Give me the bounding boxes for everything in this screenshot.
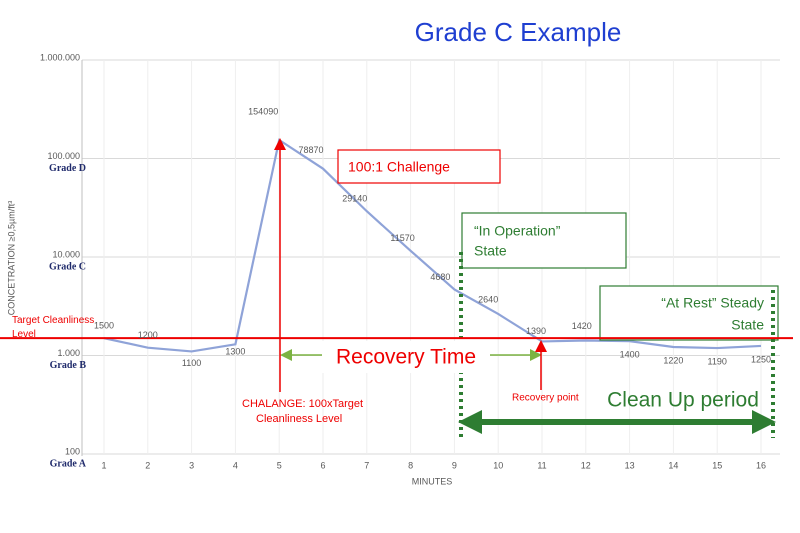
x-tick-label: 8 bbox=[408, 460, 413, 470]
recovery-point-label: Recovery point bbox=[512, 393, 579, 404]
target-label: Target Cleanliness bbox=[12, 315, 94, 326]
x-axis-title: MINUTES bbox=[412, 476, 453, 486]
rest-box bbox=[599, 285, 779, 341]
grade-label: Grade A bbox=[50, 458, 87, 469]
x-tick-label: 6 bbox=[320, 460, 325, 470]
chart-title: Grade C Example bbox=[415, 17, 622, 47]
x-tick-label: 16 bbox=[756, 460, 766, 470]
data-label: 4680 bbox=[430, 272, 450, 282]
y-tick-label: 1.000.000 bbox=[40, 52, 80, 62]
data-label: 1250 bbox=[751, 354, 771, 364]
data-label: 1500 bbox=[94, 321, 114, 331]
data-label: 1190 bbox=[708, 356, 727, 366]
operation-box bbox=[461, 212, 627, 269]
y-axis-title: CONCETRATION ≥0,5µm/ft³ bbox=[6, 201, 16, 315]
data-label: 1300 bbox=[225, 347, 245, 357]
rest-box-text: State bbox=[731, 317, 764, 333]
x-tick-label: 1 bbox=[101, 460, 106, 470]
data-label: 1400 bbox=[620, 349, 640, 359]
data-line bbox=[103, 138, 762, 353]
data-label: 1420 bbox=[572, 321, 592, 331]
operation-box-text: State bbox=[474, 243, 507, 259]
data-label: 78870 bbox=[298, 145, 323, 155]
x-tick-label: 10 bbox=[493, 460, 503, 470]
recovery-time-label: Recovery Time bbox=[336, 346, 476, 369]
x-tick-label: 7 bbox=[364, 460, 369, 470]
x-tick-label: 9 bbox=[452, 460, 457, 470]
x-tick-label: 15 bbox=[712, 460, 722, 470]
data-label: 1390 bbox=[526, 326, 546, 336]
x-tick-label: 4 bbox=[233, 460, 238, 470]
grade-label: Grade C bbox=[49, 261, 86, 272]
grade-label: Grade B bbox=[50, 360, 87, 371]
grade-label: Grade D bbox=[49, 163, 86, 174]
rest-box-text: “At Rest” Steady bbox=[661, 295, 764, 311]
challenge-note: Cleanliness Level bbox=[256, 413, 342, 425]
x-tick-label: 3 bbox=[189, 460, 194, 470]
y-tick-label: 1.000 bbox=[57, 348, 80, 358]
challenge-note: CHALANGE: 100xTarget bbox=[242, 398, 363, 410]
data-label: 1100 bbox=[182, 358, 201, 368]
cleanup-label: Clean Up period bbox=[607, 389, 759, 412]
y-tick-label: 10.000 bbox=[52, 249, 80, 259]
x-tick-label: 13 bbox=[625, 460, 635, 470]
challenge-box-text: 100:1 Challenge bbox=[348, 159, 450, 175]
challenge-box bbox=[337, 149, 501, 184]
data-label: 2640 bbox=[478, 294, 498, 304]
data-label: 1220 bbox=[663, 355, 683, 365]
data-label: 154090 bbox=[248, 106, 278, 116]
x-tick-label: 2 bbox=[145, 460, 150, 470]
y-tick-label: 100.000 bbox=[47, 151, 80, 161]
data-label: 1200 bbox=[138, 330, 158, 340]
x-tick-label: 14 bbox=[668, 460, 678, 470]
target-label: Level bbox=[12, 329, 36, 340]
x-tick-label: 11 bbox=[537, 460, 546, 470]
data-label: 29140 bbox=[342, 194, 367, 204]
operation-box-text: “In Operation” bbox=[474, 223, 561, 239]
y-tick-label: 100 bbox=[65, 446, 80, 456]
x-tick-label: 5 bbox=[277, 460, 282, 470]
data-label: 11570 bbox=[390, 233, 414, 243]
recovery-label-bg bbox=[322, 341, 490, 373]
x-tick-label: 12 bbox=[581, 460, 591, 470]
